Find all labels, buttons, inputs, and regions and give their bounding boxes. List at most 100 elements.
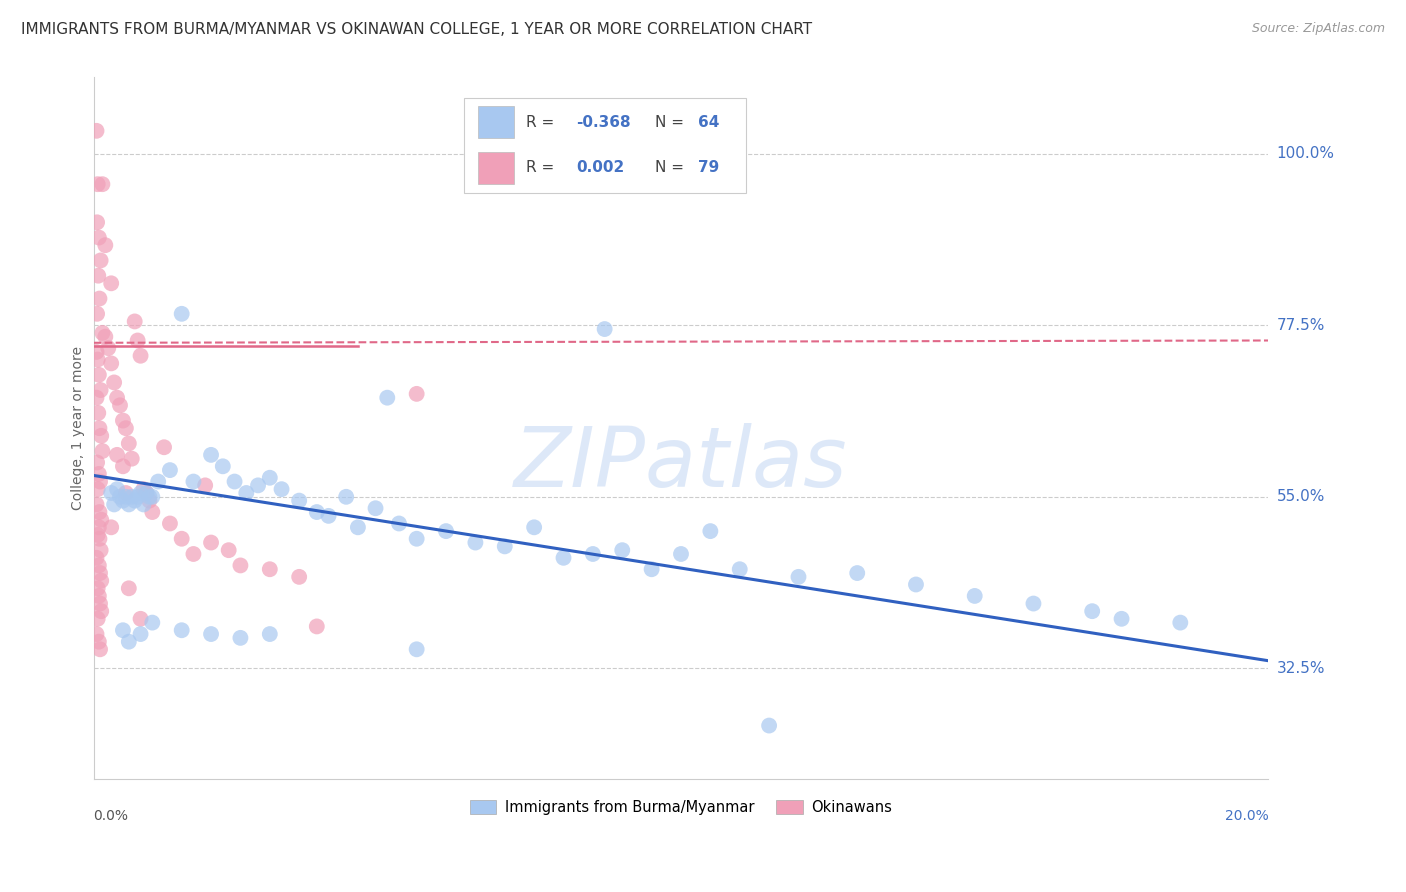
Point	[259, 562, 281, 576]
Point	[90, 253, 112, 268]
Point	[121, 451, 143, 466]
Point	[148, 475, 170, 489]
Point	[582, 547, 605, 561]
Point	[87, 589, 110, 603]
Point	[259, 471, 281, 485]
Point	[87, 520, 110, 534]
Point	[86, 177, 108, 191]
Point	[141, 505, 163, 519]
Point	[1081, 604, 1104, 618]
Point	[141, 615, 163, 630]
Point	[90, 574, 112, 588]
Point	[90, 604, 112, 618]
Point	[115, 490, 138, 504]
Point	[100, 356, 122, 370]
Point	[159, 516, 181, 531]
Point	[86, 627, 108, 641]
Point	[347, 520, 370, 534]
Text: 20.0%: 20.0%	[1225, 809, 1268, 823]
Point	[132, 498, 155, 512]
Point	[89, 597, 111, 611]
Point	[138, 493, 160, 508]
Point	[86, 528, 108, 542]
Point	[124, 493, 146, 508]
Point	[87, 467, 110, 481]
Point	[94, 238, 117, 252]
Point	[89, 475, 111, 489]
Point	[89, 505, 111, 519]
Point	[108, 398, 131, 412]
Point	[86, 498, 108, 512]
Point	[115, 421, 138, 435]
Point	[170, 624, 193, 638]
Point	[259, 627, 281, 641]
Point	[127, 334, 149, 348]
Point	[758, 718, 780, 732]
Text: IMMIGRANTS FROM BURMA/MYANMAR VS OKINAWAN COLLEGE, 1 YEAR OR MORE CORRELATION CH: IMMIGRANTS FROM BURMA/MYANMAR VS OKINAWA…	[21, 22, 813, 37]
Point	[89, 566, 111, 580]
Point	[194, 478, 217, 492]
Point	[86, 352, 108, 367]
Point	[904, 577, 927, 591]
Point	[211, 459, 233, 474]
Point	[129, 349, 152, 363]
Point	[94, 329, 117, 343]
Point	[270, 482, 292, 496]
Legend: Immigrants from Burma/Myanmar, Okinawans: Immigrants from Burma/Myanmar, Okinawans	[464, 794, 898, 821]
Point	[434, 524, 457, 538]
Point	[405, 642, 427, 657]
Point	[288, 570, 311, 584]
Point	[200, 535, 222, 549]
Point	[405, 532, 427, 546]
Point	[305, 505, 328, 519]
Point	[218, 543, 240, 558]
Point	[87, 268, 110, 283]
Point	[200, 627, 222, 641]
Point	[87, 406, 110, 420]
Point	[86, 582, 108, 596]
Point	[129, 486, 152, 500]
Point	[87, 558, 110, 573]
Point	[118, 582, 141, 596]
Point	[229, 631, 252, 645]
Point	[494, 540, 516, 554]
Point	[135, 486, 157, 500]
Point	[121, 490, 143, 504]
Point	[91, 444, 114, 458]
Point	[86, 124, 108, 138]
Point	[86, 345, 108, 359]
Text: 32.5%: 32.5%	[1277, 661, 1326, 676]
Point	[153, 440, 176, 454]
Point	[105, 391, 128, 405]
Point	[86, 307, 108, 321]
Point	[159, 463, 181, 477]
Point	[86, 215, 108, 229]
Point	[111, 459, 134, 474]
Point	[86, 612, 108, 626]
Point	[87, 368, 110, 382]
Point	[90, 429, 112, 443]
Text: 77.5%: 77.5%	[1277, 318, 1324, 333]
Point	[1111, 612, 1133, 626]
Point	[86, 482, 108, 496]
Point	[388, 516, 411, 531]
Text: ZIPatlas: ZIPatlas	[515, 423, 848, 504]
Point	[170, 307, 193, 321]
Point	[553, 550, 575, 565]
Point	[100, 520, 122, 534]
Point	[118, 634, 141, 648]
Point	[318, 508, 340, 523]
Point	[111, 493, 134, 508]
Point	[118, 498, 141, 512]
Point	[105, 448, 128, 462]
Point	[787, 570, 810, 584]
Point	[669, 547, 692, 561]
Point	[593, 322, 616, 336]
Point	[129, 627, 152, 641]
Point	[90, 513, 112, 527]
Point	[699, 524, 721, 538]
Point	[127, 490, 149, 504]
Point	[89, 292, 111, 306]
Point	[129, 612, 152, 626]
Y-axis label: College, 1 year or more: College, 1 year or more	[72, 346, 86, 510]
